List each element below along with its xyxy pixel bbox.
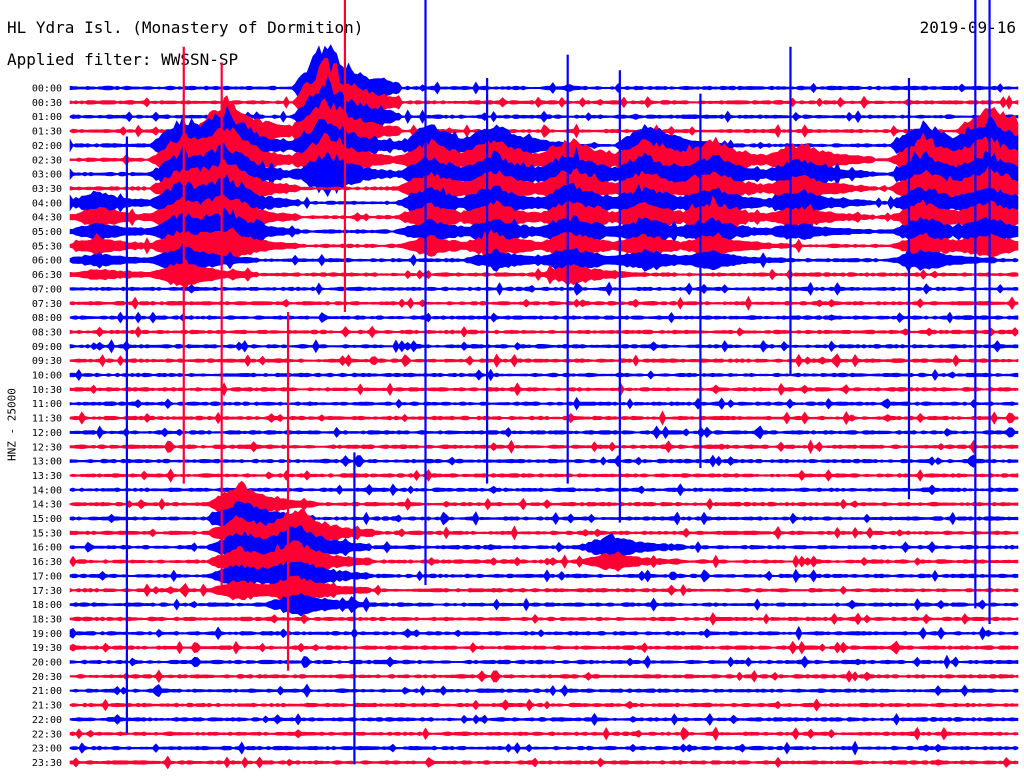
tick-label-0700: 07:00 <box>32 284 62 295</box>
tick-label-1000: 10:00 <box>32 371 62 382</box>
tick-label-2300: 23:00 <box>32 744 62 755</box>
tick-label-0000: 00:00 <box>32 84 62 95</box>
seismic-traces <box>69 44 1019 770</box>
event-spikes <box>125 0 991 765</box>
tick-label-0900: 09:00 <box>32 342 62 353</box>
tick-label-1300: 13:00 <box>32 457 62 468</box>
tick-label-2030: 20:30 <box>32 672 62 683</box>
tick-label-1630: 16:30 <box>32 557 62 568</box>
station-title: HL Ydra Isl. (Monastery of Dormition) <box>7 18 364 37</box>
tick-label-1600: 16:00 <box>32 543 62 554</box>
tick-label-0630: 06:30 <box>32 270 62 281</box>
tick-label-1830: 18:30 <box>32 614 62 625</box>
tick-label-0030: 00:30 <box>32 98 62 109</box>
tick-label-1330: 13:30 <box>32 471 62 482</box>
time-tick-labels: 00:00 00:30 01:00 01:30 02:00 02:30 03:00 03:30… <box>32 84 62 769</box>
tick-label-1530: 15:30 <box>32 528 62 539</box>
tick-label-0600: 06:00 <box>32 256 62 267</box>
tick-label-1100: 11:00 <box>32 399 62 410</box>
tick-label-0930: 09:30 <box>32 356 62 367</box>
filter-label: Applied filter: WWSSN-SP <box>7 50 239 69</box>
tick-label-0500: 05:00 <box>32 227 62 238</box>
tick-label-1430: 14:30 <box>32 500 62 511</box>
tick-label-1200: 12:00 <box>32 428 62 439</box>
tick-label-0100: 01:00 <box>32 112 62 123</box>
tick-label-2330: 23:30 <box>32 758 62 769</box>
tick-label-0330: 03:30 <box>32 184 62 195</box>
tick-label-1900: 19:00 <box>32 629 62 640</box>
tick-label-2000: 20:00 <box>32 658 62 669</box>
tick-label-1030: 10:30 <box>32 385 62 396</box>
tick-label-0800: 08:00 <box>32 313 62 324</box>
tick-label-2100: 21:00 <box>32 686 62 697</box>
tick-label-0230: 02:30 <box>32 155 62 166</box>
tick-label-0130: 01:30 <box>32 127 62 138</box>
tick-label-1230: 12:30 <box>32 442 62 453</box>
tick-label-2130: 21:30 <box>32 701 62 712</box>
tick-label-0530: 05:30 <box>32 241 62 252</box>
tick-label-2230: 22:30 <box>32 729 62 740</box>
tick-label-1130: 11:30 <box>32 414 62 425</box>
tick-label-1800: 18:00 <box>32 600 62 611</box>
record-date: 2019-09-16 <box>919 18 1016 37</box>
tick-label-1930: 19:30 <box>32 643 62 654</box>
tick-label-0830: 08:30 <box>32 327 62 338</box>
tick-label-0400: 04:00 <box>32 198 62 209</box>
tick-label-2200: 22:00 <box>32 715 62 726</box>
tick-label-0430: 04:30 <box>32 213 62 224</box>
tick-label-0300: 03:00 <box>32 170 62 181</box>
tick-label-1700: 17:00 <box>32 571 62 582</box>
tick-label-1400: 14:00 <box>32 485 62 496</box>
tick-label-1730: 17:30 <box>32 586 62 597</box>
tick-label-1500: 15:00 <box>32 514 62 525</box>
tick-label-0200: 02:00 <box>32 141 62 152</box>
tick-label-0730: 07:30 <box>32 299 62 310</box>
